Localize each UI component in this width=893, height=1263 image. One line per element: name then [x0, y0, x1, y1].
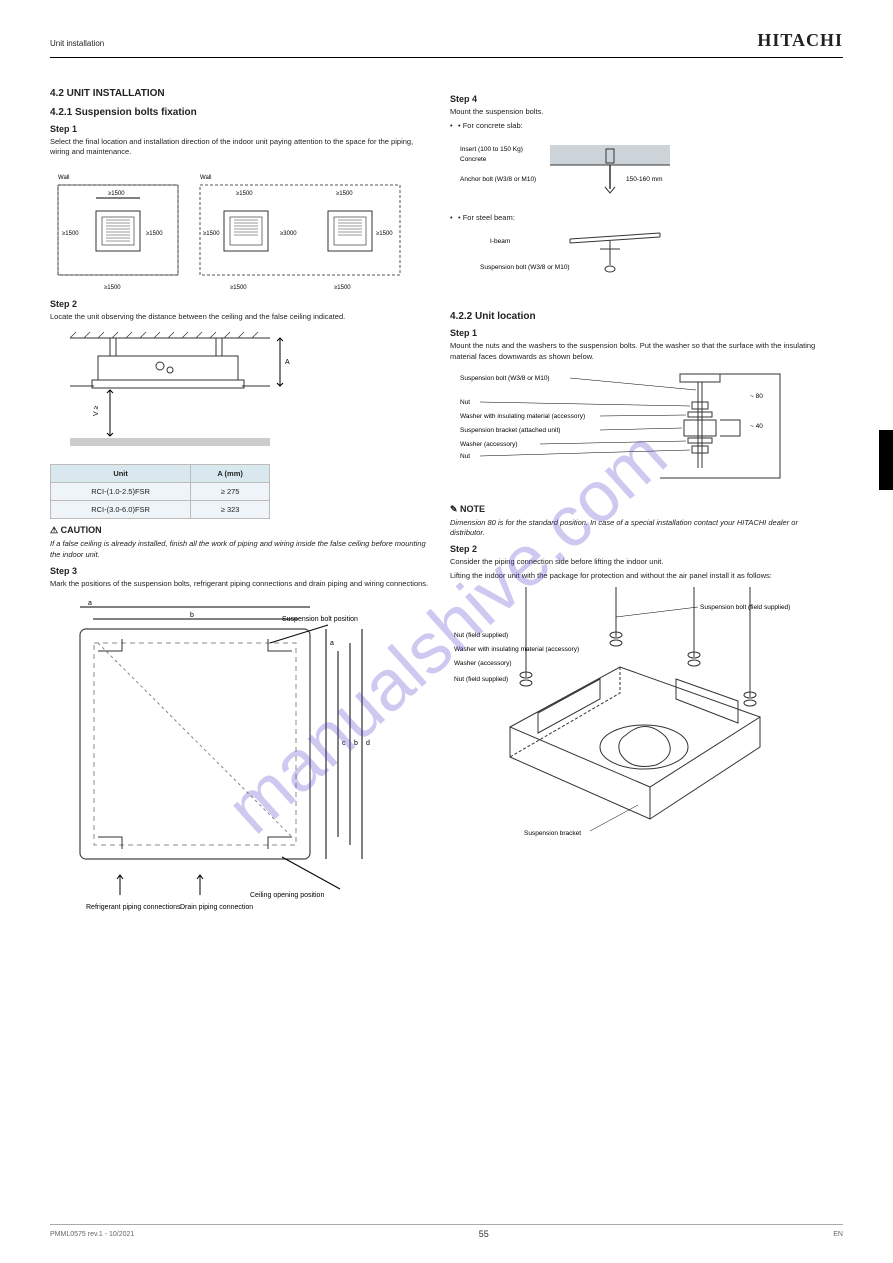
footer-manual-ref: PMML0575 rev.1 - 10/2021	[50, 1231, 134, 1238]
svg-text:Suspension bracket: Suspension bracket	[524, 830, 581, 837]
left-column: 4.2 UNIT INSTALLATION 4.2.1 Suspension b…	[50, 88, 430, 931]
svg-text:150-160 mm: 150-160 mm	[626, 176, 663, 183]
svg-text:≥3000: ≥3000	[280, 231, 297, 237]
svg-text:Suspension bolt (W3/8 or M10): Suspension bolt (W3/8 or M10)	[480, 264, 570, 271]
step4-heading: Step 4	[450, 94, 820, 104]
svg-text:Washer (accessory): Washer (accessory)	[460, 441, 518, 448]
svg-text:Wall: Wall	[58, 175, 69, 181]
figure-ceiling-section: A V ≥	[50, 328, 430, 458]
svg-text:a: a	[88, 600, 92, 607]
document-page: Unit installation HITACHI 4.2 UNIT INSTA…	[0, 0, 893, 1263]
figure-topview-dimensions: a b	[50, 595, 430, 925]
header-section-ref: Unit installation	[50, 39, 104, 48]
svg-text:Anchor bolt (W3/8 or M10): Anchor bolt (W3/8 or M10)	[460, 176, 536, 183]
svg-text:Nut: Nut	[460, 453, 470, 460]
svg-text:Insert (100 to 150 Kg): Insert (100 to 150 Kg)	[460, 146, 523, 153]
subcase-steel: • For steel beam:	[450, 213, 820, 223]
svg-text:≥1500: ≥1500	[236, 191, 253, 197]
svg-text:≥1500: ≥1500	[334, 285, 351, 291]
step3-body: Mark the positions of the suspension bol…	[50, 579, 430, 589]
svg-text:~ 40: ~ 40	[750, 423, 763, 430]
right-step2-body1: Consider the piping connection side befo…	[450, 557, 820, 567]
figure-isometric-unit: Suspension bolt (field supplied) Nut (fi…	[450, 587, 820, 847]
figure-clearance-plan: ≥1500 ≥1500 ≥1500 ≥1500 Wall	[50, 163, 430, 293]
note-body: Dimension 80 is for the standard positio…	[450, 518, 820, 538]
step3-heading: Step 3	[50, 566, 430, 576]
svg-text:≥1500: ≥1500	[108, 191, 125, 197]
right-step1-body: Mount the nuts and the washers to the su…	[450, 341, 820, 361]
step1-body: Select the final location and installati…	[50, 137, 430, 157]
brand-logo-text: HITACHI	[757, 30, 843, 51]
table-cell: ≥ 323	[191, 501, 270, 519]
svg-text:Drain piping connection: Drain piping connection	[180, 904, 253, 911]
svg-text:Suspension bracket (attached u: Suspension bracket (attached unit)	[460, 427, 560, 434]
svg-text:≥1500: ≥1500	[62, 231, 79, 237]
svg-text:Washer (accessory): Washer (accessory)	[454, 660, 512, 667]
page-footer: PMML0575 rev.1 - 10/2021 55 EN	[50, 1224, 843, 1239]
svg-text:V ≥: V ≥	[93, 406, 100, 417]
figure-bolt-nut-detail: Suspension bolt (W3/8 or M10) Nut Washer…	[450, 368, 820, 498]
svg-text:≥1500: ≥1500	[146, 231, 163, 237]
table-header-a: A (mm)	[191, 465, 270, 483]
footer-page-number: 55	[479, 1229, 489, 1239]
svg-text:≥1500: ≥1500	[104, 285, 121, 291]
table-cell: ≥ 275	[191, 483, 270, 501]
svg-text:b: b	[190, 612, 194, 619]
svg-text:Nut (field supplied): Nut (field supplied)	[454, 632, 508, 639]
figure-steel-beam: I-beam Suspension bolt (W3/8 or M10)	[450, 229, 820, 299]
step2-heading: Step 2	[50, 299, 430, 309]
page-header: Unit installation HITACHI	[50, 30, 843, 58]
dimension-table: Unit A (mm) RCI-(1.0-2.5)FSR ≥ 275 RCI-(…	[50, 464, 270, 519]
svg-text:Refrigerant piping connections: Refrigerant piping connections	[86, 904, 181, 911]
caution-body: If a false ceiling is already installed,…	[50, 539, 430, 559]
svg-text:c: c	[342, 740, 346, 747]
svg-text:Suspension bolt (W3/8 or M10): Suspension bolt (W3/8 or M10)	[460, 375, 550, 382]
svg-text:Concrete: Concrete	[460, 156, 487, 163]
table-cell: RCI-(3.0-6.0)FSR	[51, 501, 191, 519]
right-step2-body2: Lifting the indoor unit with the package…	[450, 571, 820, 581]
footer-language: EN	[833, 1231, 843, 1238]
section-4-2-2-heading: 4.2.2 Unit location	[450, 311, 820, 322]
svg-text:≥1500: ≥1500	[336, 191, 353, 197]
section-4-2-1-heading: 4.2.1 Suspension bolts fixation	[50, 107, 430, 118]
svg-text:Suspension bolt (field supplie: Suspension bolt (field supplied)	[700, 604, 790, 611]
step2-body: Locate the unit observing the distance b…	[50, 312, 430, 322]
step1-heading: Step 1	[50, 124, 430, 134]
svg-text:A: A	[285, 359, 290, 366]
svg-text:Washer with insulating materia: Washer with insulating material (accesso…	[460, 413, 585, 420]
right-column: Step 4 Mount the suspension bolts. • For…	[450, 88, 820, 931]
section-4-2-heading: 4.2 UNIT INSTALLATION	[50, 88, 430, 99]
caution-heading: ⚠ CAUTION	[50, 525, 430, 536]
svg-text:d: d	[366, 740, 370, 747]
svg-text:Nut (field supplied): Nut (field supplied)	[454, 676, 508, 683]
table-cell: RCI-(1.0-2.5)FSR	[51, 483, 191, 501]
svg-text:Suspension bolt position: Suspension bolt position	[282, 616, 358, 623]
subcase-concrete: • For concrete slab:	[450, 121, 820, 131]
svg-text:Ceiling opening position: Ceiling opening position	[250, 892, 324, 899]
two-column-layout: 4.2 UNIT INSTALLATION 4.2.1 Suspension b…	[50, 88, 843, 931]
right-step2-heading: Step 2	[450, 544, 820, 554]
side-tab-marker	[879, 430, 893, 490]
table-header-unit: Unit	[51, 465, 191, 483]
svg-text:b: b	[354, 740, 358, 747]
svg-text:≥1500: ≥1500	[203, 231, 220, 237]
svg-text:I-beam: I-beam	[490, 238, 510, 245]
svg-text:≥1500: ≥1500	[230, 285, 247, 291]
svg-text:~ 80: ~ 80	[750, 393, 763, 400]
svg-text:a: a	[330, 640, 334, 647]
svg-text:Nut: Nut	[460, 399, 470, 406]
right-step1-heading: Step 1	[450, 328, 820, 338]
figure-concrete-slab: Insert (100 to 150 Kg) Concrete Anchor b…	[450, 137, 820, 207]
step4-body: Mount the suspension bolts.	[450, 107, 820, 117]
svg-text:Washer with insulating materia: Washer with insulating material (accesso…	[454, 646, 579, 653]
note-heading: ✎ NOTE	[450, 504, 820, 515]
svg-text:Wall: Wall	[200, 175, 211, 181]
svg-text:≥1500: ≥1500	[376, 231, 393, 237]
